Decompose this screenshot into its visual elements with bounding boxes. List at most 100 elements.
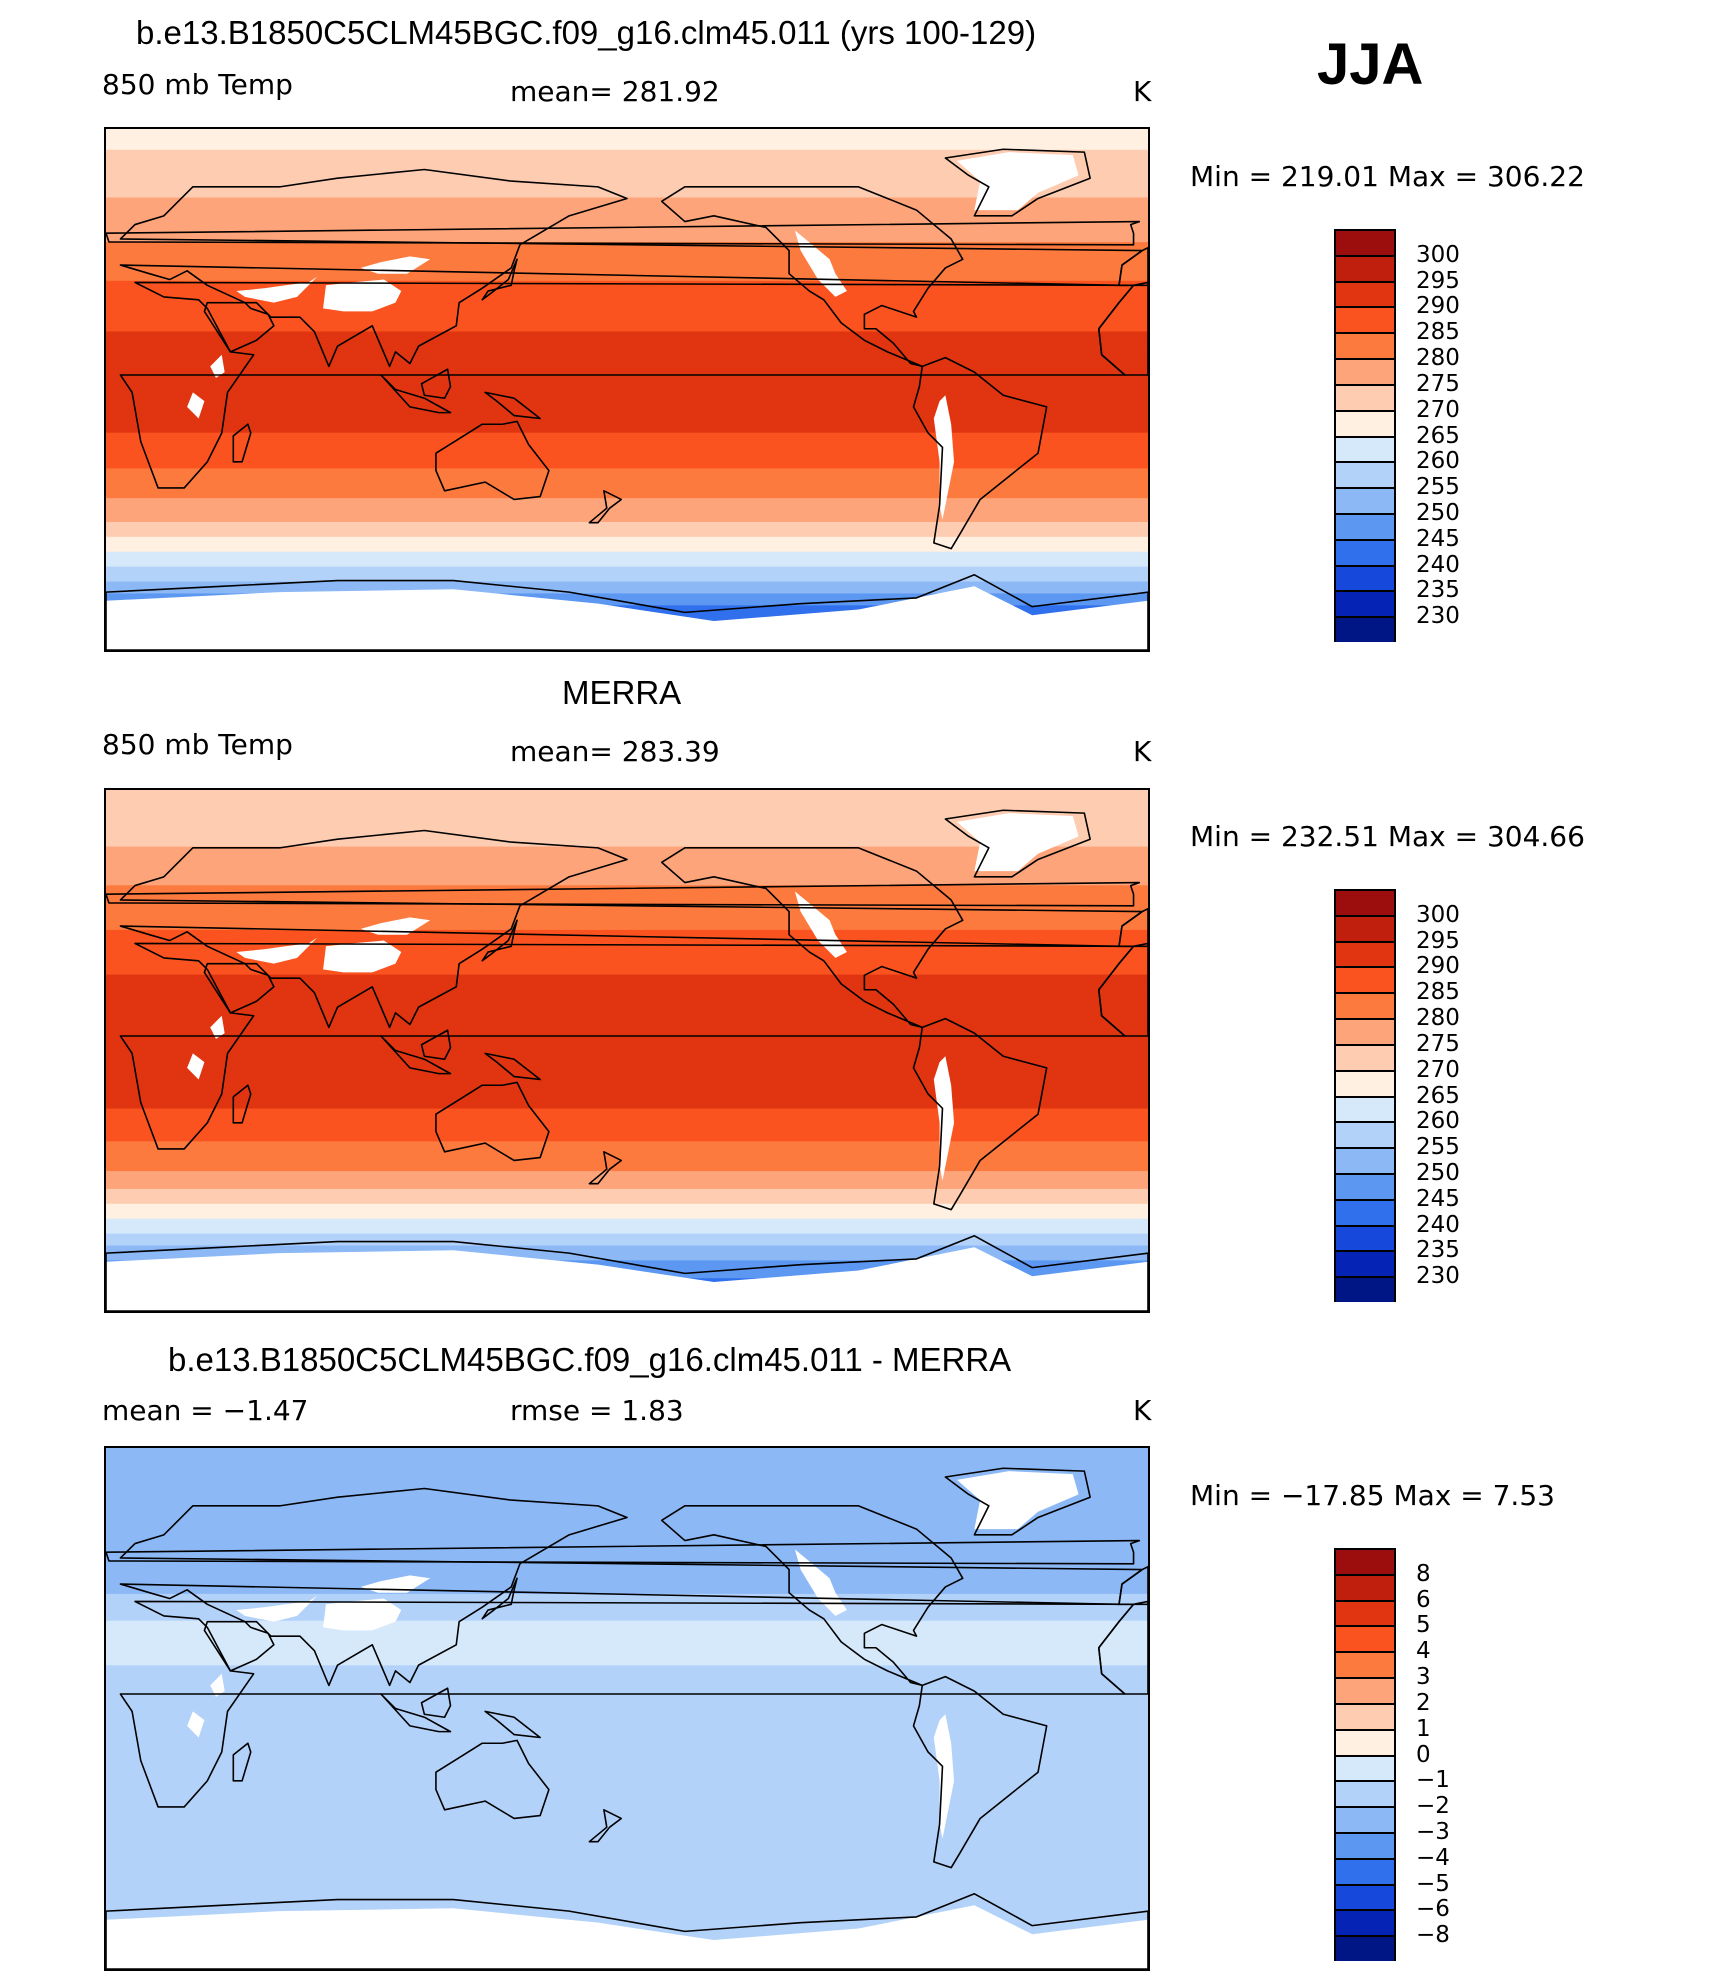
coastline — [588, 1151, 623, 1185]
colorbar-tick-label: 255 — [1416, 474, 1460, 501]
contour-band — [106, 1111, 1148, 1116]
contour-band — [106, 1576, 1148, 1580]
coastline — [203, 962, 275, 1014]
contour-band — [106, 1480, 1148, 1485]
colorbar-swatch — [1334, 280, 1396, 307]
contour-band — [106, 569, 1148, 574]
colorbar-tick-label: −1 — [1416, 1767, 1450, 1794]
contour-band — [106, 825, 1148, 830]
colorbar-swatch — [1334, 1121, 1396, 1148]
colorbar-tick-label: 3 — [1416, 1664, 1431, 1691]
colorbar-swatch — [1334, 616, 1396, 642]
colorbar-swatch — [1334, 487, 1396, 513]
contour-band — [106, 1248, 1148, 1253]
contour-band — [106, 1718, 1148, 1723]
contour-band — [106, 995, 1148, 999]
contour-band — [106, 1066, 1148, 1071]
colorbar-tick-label: 8 — [1416, 1560, 1431, 1587]
contour-band — [106, 590, 1148, 595]
masked-region — [236, 1595, 318, 1622]
contour-band — [106, 885, 1148, 889]
coastline — [660, 1505, 964, 1687]
contour-band — [106, 1742, 1148, 1747]
colorbar-tick-label: −2 — [1416, 1793, 1450, 1820]
contour-band — [106, 1233, 1148, 1238]
contour-band — [106, 882, 1148, 886]
contour-band — [106, 536, 1148, 541]
masked-region — [106, 586, 1148, 650]
contour-band — [106, 402, 1148, 407]
coastline — [420, 368, 452, 400]
contour-band — [106, 489, 1148, 493]
contour-band — [106, 1840, 1148, 1845]
contour-band — [106, 1150, 1148, 1154]
contour-band — [106, 1659, 1148, 1663]
contour-band — [106, 1489, 1148, 1494]
contour-band — [106, 1236, 1148, 1241]
contour-band — [106, 1912, 1148, 1917]
contour-band — [106, 852, 1148, 857]
contour-band — [106, 992, 1148, 997]
contour-band — [106, 504, 1148, 508]
colorbar-tick-label: 255 — [1416, 1134, 1460, 1161]
contour-band — [106, 137, 1148, 142]
contour-band — [106, 1081, 1148, 1086]
contour-band — [106, 795, 1148, 800]
contour-band — [106, 947, 1148, 952]
contour-band — [106, 385, 1148, 389]
contour-band — [106, 1843, 1148, 1848]
contour-band — [106, 1620, 1148, 1625]
contour-band — [106, 1057, 1148, 1062]
contour-band — [106, 1751, 1148, 1756]
coastline — [232, 1742, 252, 1782]
contour-band — [106, 358, 1148, 362]
contour-band — [106, 1171, 1148, 1175]
contour-band — [106, 572, 1148, 577]
contour-band — [106, 1254, 1148, 1259]
contour-band — [106, 554, 1148, 559]
contour-band — [106, 1858, 1148, 1863]
contour-band — [106, 1037, 1148, 1041]
contour-band — [106, 1096, 1148, 1101]
coastline — [1118, 1565, 1148, 1606]
contour-band — [106, 1156, 1148, 1160]
contour-band — [106, 1650, 1148, 1655]
masked-region — [360, 1575, 431, 1593]
contour-band — [106, 158, 1148, 163]
coastline — [484, 1052, 541, 1081]
colorbar-swatch — [1334, 1599, 1396, 1626]
colorbar-tick-label: 240 — [1416, 1211, 1460, 1238]
colorbar-swatch — [1334, 1651, 1396, 1678]
contour-band — [106, 1674, 1148, 1678]
colorbar-tick-label: 260 — [1416, 1108, 1460, 1135]
panel2-units-label: K — [1133, 735, 1152, 768]
colorbar-swatch — [1334, 1198, 1396, 1225]
contour-band — [106, 364, 1148, 368]
coastline — [203, 1620, 275, 1672]
contour-band — [106, 983, 1148, 988]
contour-band — [106, 134, 1148, 139]
contour-band — [106, 1665, 1148, 1669]
contour-band — [106, 1504, 1148, 1509]
masked-region — [210, 1015, 225, 1039]
colorbar-tick-label: 235 — [1416, 577, 1460, 604]
panel1-title: b.e13.B1850C5CLM45BGC.f09_g16.clm45.011 … — [136, 14, 1037, 51]
contour-band — [106, 316, 1148, 321]
coastline — [1097, 281, 1148, 376]
coastline — [435, 1081, 550, 1162]
contour-band — [106, 1135, 1148, 1139]
contour-band — [106, 1501, 1148, 1506]
colorbar-swatch — [1334, 1883, 1396, 1910]
contour-band — [106, 441, 1148, 446]
contour-band — [106, 977, 1148, 982]
contour-band — [106, 1832, 1148, 1836]
contour-band — [106, 926, 1148, 931]
season-label: JJA — [1317, 32, 1424, 97]
panel1-colorbar: 300 295 290 285 280 275 270 265 260 255 250 245 240 2… — [1334, 229, 1460, 642]
colorbar-swatch — [1334, 1147, 1396, 1173]
contour-band — [106, 956, 1148, 961]
coastline — [106, 573, 1148, 650]
colorbar-swatch — [1334, 992, 1396, 1019]
contour-band — [106, 471, 1148, 475]
contour-band — [106, 1602, 1148, 1607]
